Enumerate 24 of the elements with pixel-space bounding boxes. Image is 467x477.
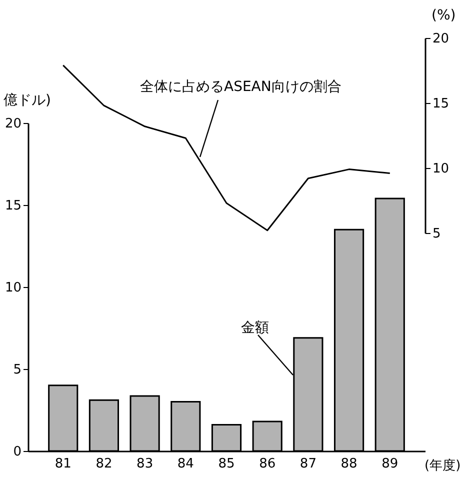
x-tick-label: 81	[54, 456, 72, 472]
y2-tick-label: 20	[432, 32, 450, 46]
y2-tick-label: 5	[432, 226, 441, 242]
x-tick-label: 88	[340, 456, 358, 472]
x-axis-title: (年度)	[424, 458, 461, 474]
y-tick-label: 10	[4, 280, 22, 296]
y-axis-title: 億ドル)	[4, 92, 51, 108]
y-tick-label: 5	[13, 362, 22, 378]
line-series	[62, 64, 391, 232]
x-tick-label: 83	[136, 456, 154, 472]
x-tick-label: 85	[218, 456, 235, 472]
x-tick-label: 84	[177, 456, 194, 472]
y-tick-label: 20	[4, 116, 22, 132]
series-label: 金額	[241, 320, 269, 336]
y2-axis-title: (%)	[432, 8, 456, 24]
y2-tick-label: 10	[432, 162, 450, 176]
series-label: 全体に占めるASEAN向けの割合	[140, 79, 342, 95]
x-tick-label: 82	[96, 456, 112, 472]
y-tick-label: 0	[13, 444, 22, 460]
y-tick-label: 15	[4, 198, 22, 214]
y2-tick-label: 15	[432, 96, 450, 112]
x-tick-label: 86	[259, 456, 276, 472]
x-tick-label: 89	[382, 456, 398, 472]
x-tick-label: 87	[300, 456, 316, 472]
